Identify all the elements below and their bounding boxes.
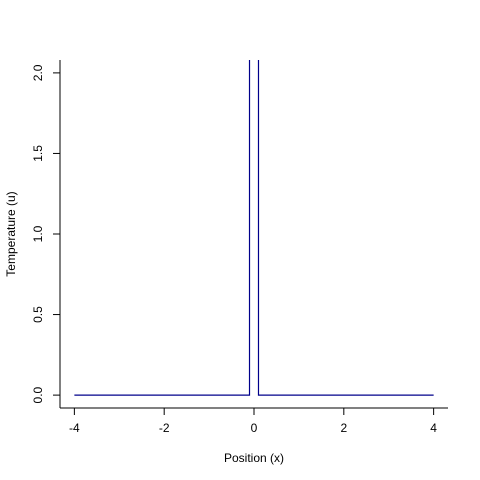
y-tick-label: 1.5 [31,145,45,162]
y-tick-label: 1.0 [31,225,45,242]
x-tick-label: 2 [340,421,347,435]
x-axis-title: Position (x) [224,451,284,465]
y-tick-label: 2.0 [31,64,45,81]
x-tick-label: 0 [251,421,258,435]
y-tick-label: 0.0 [31,386,45,403]
x-tick-label: -4 [69,421,80,435]
x-tick-label: 4 [430,421,437,435]
data-line [74,60,434,396]
y-tick-label: 0.5 [31,306,45,323]
plot-area [74,60,434,396]
x-tick-label: -2 [159,421,170,435]
y-axis-title: Temperature (u) [4,191,18,276]
